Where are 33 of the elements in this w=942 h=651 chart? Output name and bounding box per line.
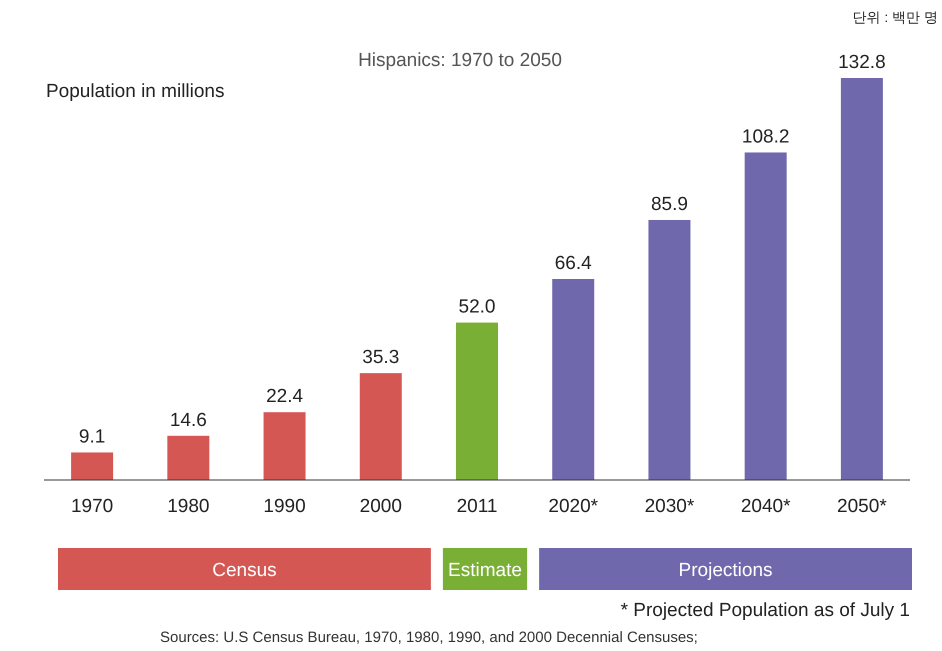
source-note: Sources: U.S Census Bureau, 1970, 1980, 1990, and 2000 Decennial Censuses; bbox=[160, 629, 698, 646]
legend: Census Estimate Projections bbox=[58, 548, 912, 590]
x-tick-label: 1970 bbox=[70, 496, 114, 517]
data-label: 14.6 bbox=[170, 410, 207, 431]
x-tick-label: 2030* bbox=[644, 496, 695, 517]
text: * Projected Population as of July 1 bbox=[620, 600, 910, 621]
data-label: 66.4 bbox=[554, 253, 592, 274]
data-label: 132.8 bbox=[838, 52, 886, 73]
x-tick-label: 1990 bbox=[263, 496, 306, 517]
chart-title: Hispanics: 1970 to 2050 bbox=[358, 50, 562, 71]
data-label: 35.3 bbox=[362, 347, 400, 368]
data-label: 22.4 bbox=[266, 386, 304, 408]
bar bbox=[167, 436, 210, 480]
x-tick-label: 1980 bbox=[167, 496, 210, 517]
bar bbox=[360, 373, 402, 480]
bar bbox=[552, 279, 594, 480]
data-label: 85.9 bbox=[650, 194, 688, 215]
y-axis-title: Population in millions bbox=[46, 81, 224, 102]
x-tick-label: 2050* bbox=[837, 496, 888, 517]
bar bbox=[71, 452, 114, 480]
bar bbox=[264, 412, 306, 480]
data-label: 9.1 bbox=[78, 426, 106, 448]
data-label: 108.2 bbox=[742, 126, 790, 148]
x-tick-label: 2011 bbox=[456, 496, 498, 517]
text: 단위 : 백만 명 bbox=[852, 9, 938, 25]
x-tick-label: 2000 bbox=[360, 496, 402, 517]
bar bbox=[456, 322, 498, 480]
bar bbox=[648, 220, 690, 480]
x-tick-label: 2040* bbox=[740, 496, 792, 517]
bar bbox=[840, 78, 883, 480]
bar bbox=[744, 152, 787, 480]
x-tick-label: 2020* bbox=[548, 496, 599, 517]
data-label: 52.0 bbox=[458, 296, 496, 318]
